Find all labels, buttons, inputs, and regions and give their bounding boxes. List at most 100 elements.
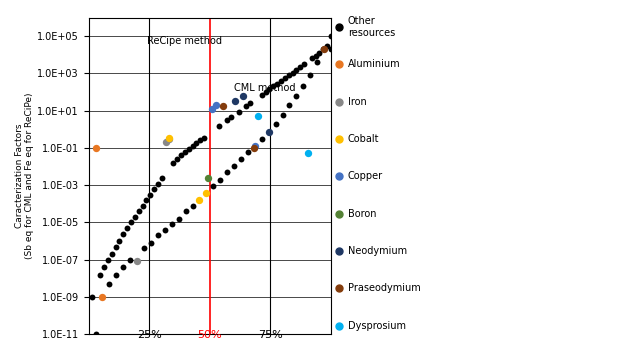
Point [314,50,325,55]
Point [257,92,267,98]
Point [97,294,108,300]
Point [264,129,274,135]
Text: Aluminium: Aluminium [348,59,401,70]
Point [157,175,167,181]
Point [180,149,190,155]
Text: Other
resources: Other resources [348,16,395,38]
Point [276,78,286,84]
Text: Praseodymium: Praseodymium [348,283,421,294]
Point [270,121,281,126]
Point [311,53,321,59]
Text: Boron: Boron [348,209,377,219]
Point [242,103,252,109]
Point [243,149,253,155]
Point [284,72,294,78]
Point [199,135,209,141]
Point [326,33,336,39]
Point [245,100,255,106]
Point [172,156,182,162]
Point [111,272,121,278]
Point [160,140,170,145]
Point [95,272,105,278]
Point [174,216,184,222]
Point [277,112,287,118]
Point [295,64,305,70]
Point [126,219,136,225]
Point [184,146,194,152]
Text: Copper: Copper [348,171,383,181]
Point [195,138,205,143]
Point [298,84,308,89]
Point [122,225,132,231]
Point [168,160,178,166]
Point [181,208,191,214]
Point [118,264,128,270]
Point [107,251,117,257]
Point [238,93,248,99]
Point [218,103,228,109]
Point [187,143,198,149]
Point [222,169,232,175]
Text: 50%: 50% [198,329,222,340]
Point [208,183,218,189]
Point [280,75,290,81]
Point [230,98,240,103]
Point [118,231,128,236]
Point [164,135,174,141]
Point [91,145,101,151]
Point [319,47,329,52]
Point [229,164,239,169]
Point [132,258,142,264]
Point [312,59,322,65]
Point [142,198,152,203]
Point [291,93,301,99]
Point [138,203,148,208]
Point [99,264,109,270]
Point [236,156,246,162]
Point [260,89,270,95]
Text: Cobalt: Cobalt [348,134,379,144]
Point [191,140,201,146]
Point [130,214,140,219]
Point [269,84,279,89]
Point [299,61,309,67]
Point [104,281,114,286]
Point [222,118,232,123]
Point [167,221,177,227]
Point [207,106,217,112]
Text: 75%: 75% [258,329,283,340]
Point [305,72,315,78]
Point [91,331,101,337]
Point [253,113,263,119]
Point [149,186,159,192]
Point [133,208,143,214]
Point [139,246,149,251]
Point [326,47,336,52]
Point [153,181,163,186]
Point [214,123,225,129]
Point [111,244,121,249]
Point [284,102,294,108]
Point [272,81,282,87]
Point [87,294,97,300]
Point [211,102,221,108]
Point [257,136,267,142]
Point [287,70,298,76]
Text: CML method: CML method [234,83,296,93]
Point [187,203,198,208]
Point [291,67,301,72]
Point [303,151,313,156]
Point [203,175,213,181]
Point [146,240,156,246]
Point [249,145,259,151]
Point [145,192,155,198]
Point [194,198,204,203]
Y-axis label: Caracterization Factors
(Sb eq for CML and Fe eq for ReCiPe): Caracterization Factors (Sb eq for CML a… [15,93,35,259]
Point [201,190,211,195]
Text: Dysprosium: Dysprosium [348,321,406,331]
Point [114,238,125,244]
Point [307,55,317,61]
Point [318,47,328,52]
Point [164,136,174,142]
Point [322,43,332,49]
